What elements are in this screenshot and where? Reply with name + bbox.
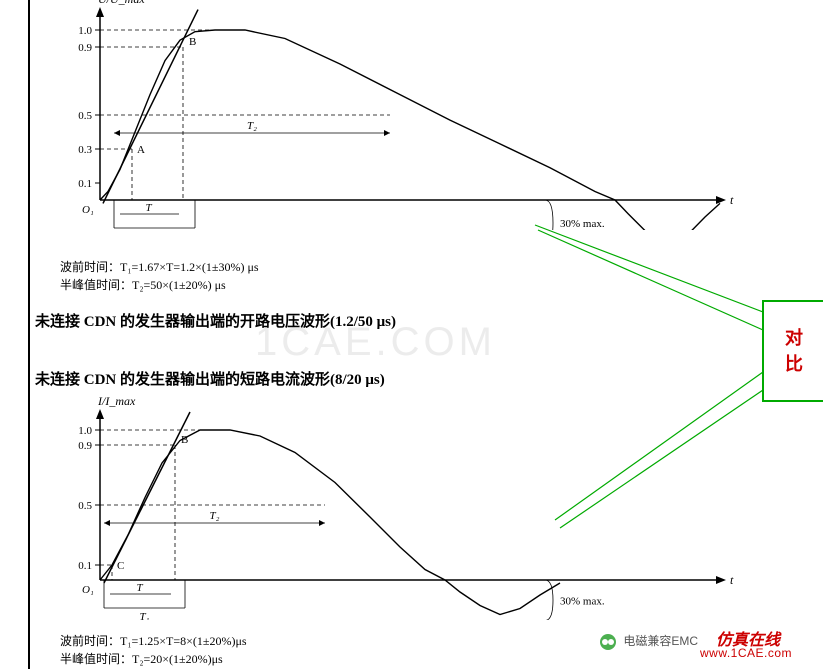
svg-text:B: B (189, 36, 196, 48)
svg-text:C: C (117, 560, 124, 572)
top-caption-2: 半峰值时间：T₂=50×(1±20%) μs (60, 276, 226, 293)
svg-text:0.9: 0.9 (78, 42, 92, 54)
wechat-block: 电磁兼容EMC (600, 632, 698, 650)
top-caption-1: 波前时间：T₁=1.67×T=1.2×(1±30%) μs (60, 258, 259, 275)
svg-text:T: T (136, 582, 143, 594)
brand-url: www.1CAE.com (700, 646, 792, 660)
svg-text:O₁: O₁ (82, 204, 94, 216)
voltage-waveform-chart: 0.10.30.50.91.0U/U_maxtO₁TT₁ABT₂30% max. (50, 0, 770, 230)
current-waveform-chart: 0.1 0.5 0.9 1.0 I/I_maxt O₁ T T₁ C B T₂ 30% max. (50, 395, 770, 620)
bot-caption-1: 波前时间：T₁=1.25×T=8×(1±20%)μs (60, 632, 247, 649)
svg-text:0.5: 0.5 (78, 500, 92, 512)
svg-text:30% max.: 30% max. (560, 218, 605, 230)
svg-text:T₂: T₂ (210, 510, 220, 522)
svg-text:A: A (137, 144, 145, 156)
svg-text:B: B (181, 434, 188, 446)
left-border (28, 0, 30, 669)
page: 0.1 0.3 0.5 0.9 1.0 U/U_maxt O₁ T T₁ A B T₂ 30% max.… (0, 0, 823, 669)
wechat-icon (600, 634, 616, 650)
svg-text:0.1: 0.1 (78, 178, 92, 190)
svg-text:t: t (730, 573, 734, 587)
compare-char-2: 比 (785, 351, 803, 377)
compare-box: 对 比 (762, 300, 823, 402)
svg-text:30% max.: 30% max. (560, 595, 605, 607)
svg-text:0.9: 0.9 (78, 440, 92, 452)
svg-text:t: t (730, 193, 734, 207)
wechat-text: 电磁兼容EMC (623, 634, 698, 648)
compare-char-1: 对 (785, 325, 803, 351)
svg-text:I/I_max: I/I_max (97, 395, 136, 408)
svg-text:0.5: 0.5 (78, 110, 92, 122)
svg-text:O₁: O₁ (82, 584, 94, 596)
svg-text:T₁: T₁ (140, 611, 150, 620)
svg-text:T: T (145, 202, 152, 214)
svg-text:U/U_max: U/U_max (98, 0, 145, 6)
svg-text:0.3: 0.3 (78, 144, 92, 156)
svg-text:1.0: 1.0 (78, 25, 92, 37)
svg-text:T₂: T₂ (247, 120, 257, 132)
svg-text:0.1: 0.1 (78, 560, 92, 572)
watermark: 1CAE.COM (255, 320, 496, 365)
svg-text:1.0: 1.0 (78, 425, 92, 437)
title-current: 未连接 CDN 的发生器输出端的短路电流波形(8/20 μs) (35, 368, 385, 389)
bot-caption-2: 半峰值时间：T₂=20×(1±20%)μs (60, 650, 223, 667)
